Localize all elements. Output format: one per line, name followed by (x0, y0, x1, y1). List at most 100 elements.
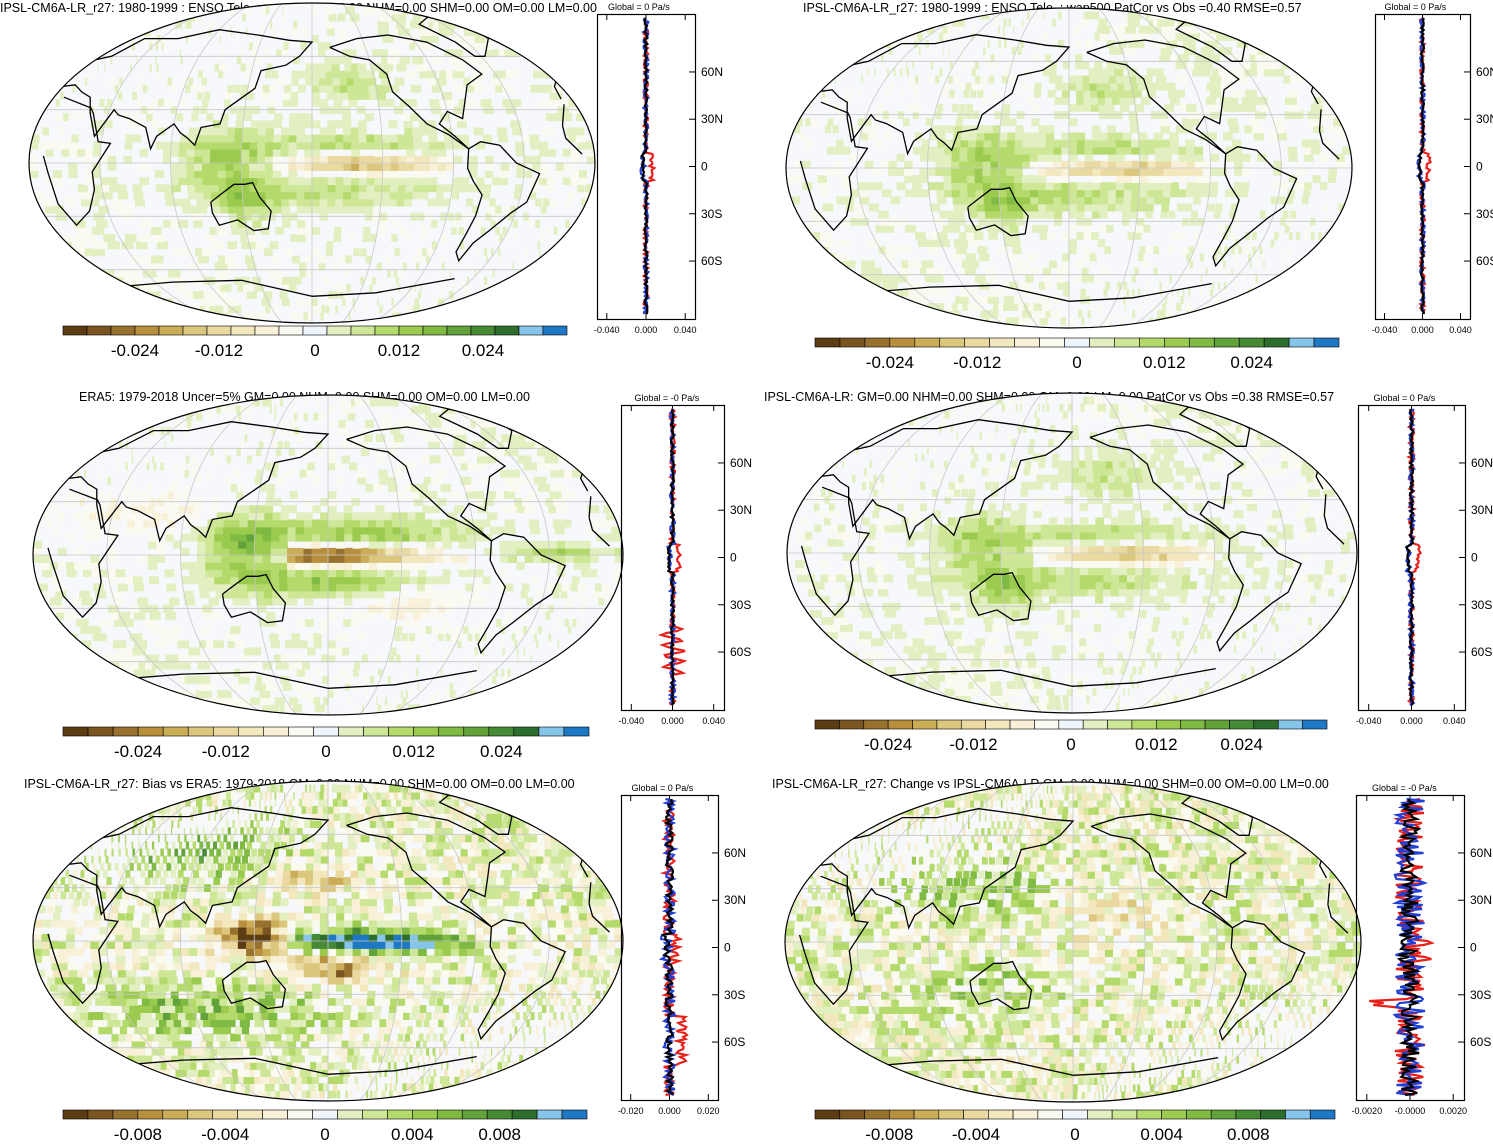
field-cell (403, 263, 407, 271)
field-cell (122, 491, 127, 499)
field-cell (148, 562, 157, 570)
field-cell (398, 177, 406, 185)
field-cell (1028, 660, 1037, 668)
field-cell (239, 583, 248, 591)
colorbar-swatch (389, 727, 414, 736)
field-cell (1095, 581, 1103, 589)
field-cell (328, 135, 337, 143)
field-cell (1139, 147, 1148, 155)
field-cell (501, 669, 504, 677)
field-cell (292, 71, 299, 79)
field-cell (82, 234, 95, 242)
field-cell (1179, 317, 1192, 325)
field-cell (453, 71, 465, 79)
field-cell (297, 669, 305, 677)
field-cell (959, 175, 968, 183)
field-cell (328, 555, 337, 563)
field-cell (493, 213, 499, 221)
field-cell (351, 149, 360, 157)
field-cell (871, 638, 884, 646)
field-cell (281, 655, 290, 663)
field-cell (468, 697, 479, 705)
field-cell (377, 541, 386, 549)
field-cell (84, 534, 92, 542)
field-cell (343, 56, 351, 64)
field-cell (227, 127, 235, 135)
field-cell (1092, 204, 1100, 212)
field-cell (262, 92, 269, 100)
field-cell (1056, 553, 1065, 561)
field-cell (203, 142, 211, 150)
field-cell (572, 619, 576, 627)
field-cell (163, 697, 185, 705)
field-cell (186, 455, 189, 463)
map-plot (784, 6, 1354, 330)
field-cell (391, 170, 399, 178)
colorbar-swatch (915, 338, 940, 347)
field-cell (370, 676, 374, 684)
field-cell (118, 583, 128, 591)
field-cell (1002, 581, 1011, 589)
field-cell (984, 140, 992, 148)
field-cell (991, 90, 997, 98)
field-cell (1274, 653, 1276, 661)
colorbar-swatch (439, 727, 464, 736)
field-cell (442, 534, 451, 542)
field-cell (155, 170, 164, 178)
field-cell (1187, 168, 1196, 176)
field-cell (971, 645, 981, 653)
field-cell (133, 576, 143, 584)
field-cell (182, 534, 190, 542)
field-cell (1024, 667, 1033, 675)
field-cell (1203, 653, 1206, 661)
field-cell (312, 576, 321, 584)
field-cell (1147, 282, 1150, 290)
field-cell (477, 406, 499, 414)
field-cell (524, 647, 526, 655)
field-cell (384, 512, 393, 520)
field-cell (931, 47, 933, 55)
field-cell (315, 669, 322, 677)
field-cell (1163, 182, 1171, 190)
field-cell (152, 455, 154, 463)
field-cell (226, 184, 235, 192)
field-cell (1120, 104, 1129, 112)
field-cell (347, 697, 350, 705)
x-tick-label: 0.000 (1411, 325, 1434, 335)
field-cell (498, 135, 508, 143)
field-cell (234, 149, 242, 157)
field-cell (143, 63, 145, 71)
field-cell (1112, 553, 1121, 561)
field-cell (983, 168, 992, 176)
field-cell (960, 140, 968, 148)
field-cell (173, 312, 196, 320)
field-cell (942, 90, 947, 98)
field-cell (294, 413, 297, 421)
field-cell (412, 255, 416, 263)
field-cell (138, 690, 159, 698)
field-cell (977, 90, 983, 98)
field-cell (1260, 104, 1271, 112)
field-cell (1013, 26, 1014, 34)
field-cell (145, 655, 159, 663)
field-cell (528, 220, 533, 228)
field-cell (967, 175, 976, 183)
field-cell (254, 555, 263, 563)
field-cell (66, 562, 76, 570)
field-cell (1260, 211, 1266, 219)
field-cell (400, 270, 403, 278)
field-cell (1159, 282, 1161, 290)
x-tick-label: -0.040 (594, 325, 620, 335)
field-cell (196, 477, 202, 485)
field-cell (210, 149, 218, 157)
field-cell (63, 113, 69, 121)
field-cell (296, 142, 305, 150)
field-cell (290, 99, 298, 107)
field-cell (252, 220, 261, 228)
field-cell (77, 149, 85, 157)
field-cell (1072, 581, 1081, 589)
field-cell (1125, 303, 1126, 311)
field-cell (1069, 140, 1078, 148)
field-cell (1056, 275, 1063, 283)
field-cell (265, 184, 274, 192)
